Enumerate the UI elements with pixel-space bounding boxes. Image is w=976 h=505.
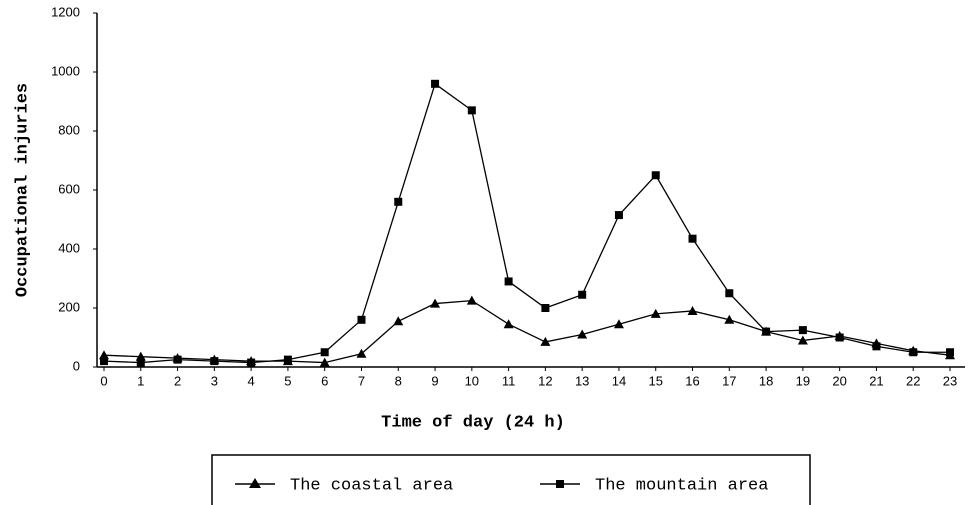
x-tick-label: 21 — [869, 373, 883, 388]
square-marker — [909, 348, 918, 357]
x-tick-label: 20 — [832, 373, 846, 388]
y-tick-label: 200 — [58, 299, 80, 314]
x-tick-label: 6 — [321, 373, 328, 388]
square-marker — [136, 358, 145, 367]
y-tick-label: 800 — [58, 122, 80, 137]
x-tick-label: 8 — [395, 373, 402, 388]
x-tick-label: 12 — [538, 373, 552, 388]
x-tick-label: 4 — [248, 373, 255, 388]
y-tick-label: 400 — [58, 240, 80, 255]
x-tick-label: 9 — [431, 373, 438, 388]
triangle-marker — [797, 335, 808, 345]
x-tick-label: 23 — [943, 373, 957, 388]
square-marker — [688, 234, 697, 243]
square-marker — [946, 348, 954, 357]
triangle-marker — [356, 348, 367, 358]
square-marker — [173, 355, 182, 364]
triangle-marker — [650, 308, 661, 318]
square-marker — [798, 326, 807, 335]
x-tick-label: 11 — [502, 373, 516, 388]
square-marker — [872, 342, 881, 351]
x-tick-label: 1 — [137, 373, 144, 388]
square-marker — [541, 304, 550, 312]
triangle-marker — [99, 350, 109, 360]
square-marker — [578, 290, 587, 299]
square-marker — [357, 315, 366, 324]
x-tick-label: 22 — [906, 373, 920, 388]
triangle-marker — [724, 314, 735, 324]
square-marker — [504, 277, 513, 286]
legend-marker — [249, 478, 261, 488]
square-marker — [394, 197, 403, 206]
y-tick-label: 600 — [58, 181, 80, 196]
legend-label: The coastal area — [290, 476, 453, 495]
y-tick-label: 1200 — [51, 4, 80, 19]
square-marker — [283, 355, 292, 364]
x-tick-label: 3 — [211, 373, 218, 388]
legend-box — [211, 454, 811, 505]
legend-marker — [556, 480, 564, 488]
x-tick-label: 5 — [284, 373, 291, 388]
triangle-marker — [430, 298, 441, 308]
square-marker — [100, 357, 108, 366]
triangle-marker — [577, 329, 588, 339]
series-line — [103, 82, 950, 364]
triangle-marker — [540, 336, 551, 346]
triangle-marker — [613, 319, 624, 329]
square-marker — [247, 358, 256, 367]
square-marker — [431, 79, 440, 88]
square-marker — [467, 106, 476, 115]
x-tick-label: 10 — [465, 373, 479, 388]
triangle-marker — [687, 305, 698, 315]
triangle-marker — [393, 316, 404, 326]
square-marker — [614, 211, 623, 220]
square-marker — [210, 357, 219, 366]
y-tick-label: 1000 — [51, 63, 80, 78]
triangle-marker — [466, 295, 477, 305]
x-tick-label: 0 — [100, 373, 107, 388]
legend-label: The mountain area — [595, 476, 768, 495]
x-tick-label: 19 — [796, 373, 810, 388]
square-marker — [835, 333, 844, 342]
x-tick-label: 2 — [174, 373, 181, 388]
x-tick-label: 16 — [685, 373, 699, 388]
square-marker — [320, 348, 329, 357]
x-axis-title: Time of day (24 h) — [381, 413, 565, 432]
x-tick-label: 15 — [649, 373, 663, 388]
y-axis-title: Occupational injuries — [13, 83, 32, 297]
triangle-marker — [319, 357, 330, 367]
x-tick-label: 13 — [575, 373, 589, 388]
x-tick-label: 18 — [759, 373, 773, 388]
square-marker — [725, 289, 734, 298]
square-marker — [651, 171, 660, 180]
series-line — [103, 299, 951, 364]
y-tick-label: 0 — [73, 358, 80, 373]
triangle-marker — [135, 351, 146, 361]
x-tick-label: 17 — [722, 373, 736, 388]
square-marker — [762, 327, 771, 336]
triangle-marker — [503, 319, 514, 329]
x-tick-label: 14 — [612, 373, 626, 388]
x-tick-label: 7 — [358, 373, 365, 388]
